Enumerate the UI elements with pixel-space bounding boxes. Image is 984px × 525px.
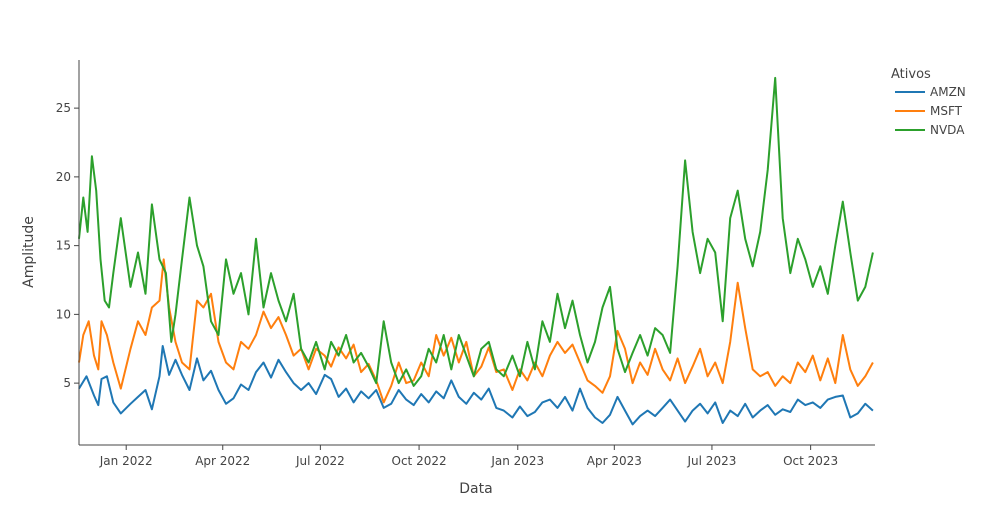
- x-axis-ticks: Jan 2022 Apr 2022 Jul 2022 Oct 2022 Jan 2023…: [99, 445, 838, 468]
- x-tick-label: Apr 2022: [195, 454, 250, 468]
- x-axis-title: Data: [459, 481, 492, 497]
- series-line-amzn: [78, 345, 874, 426]
- x-tick-label: Jul 2023: [687, 454, 737, 468]
- legend-title: Ativos: [891, 67, 931, 82]
- legend-label-msft: MSFT: [930, 104, 963, 118]
- x-tick-label: Oct 2023: [783, 454, 838, 468]
- plot-area: [78, 76, 874, 426]
- series-line-msft: [78, 258, 874, 404]
- legend-label-amzn: AMZN: [930, 85, 966, 99]
- y-axis-title: Amplitude: [21, 216, 37, 288]
- series-line-nvda: [78, 76, 874, 387]
- y-tick-label: 10: [56, 307, 71, 321]
- y-tick-label: 5: [63, 376, 71, 390]
- legend: Ativos AMZN MSFT NVDA: [891, 67, 966, 137]
- x-tick-label: Jan 2022: [99, 454, 153, 468]
- x-tick-label: Jan 2023: [490, 454, 544, 468]
- x-tick-label: Apr 2023: [587, 454, 642, 468]
- y-axis-ticks: 5 10 15 20 25: [56, 101, 79, 390]
- y-tick-label: 15: [56, 239, 71, 253]
- legend-label-nvda: NVDA: [930, 123, 965, 137]
- y-tick-label: 25: [56, 101, 71, 115]
- y-tick-label: 20: [56, 170, 71, 184]
- x-tick-label: Oct 2022: [392, 454, 447, 468]
- x-tick-label: Jul 2022: [295, 454, 345, 468]
